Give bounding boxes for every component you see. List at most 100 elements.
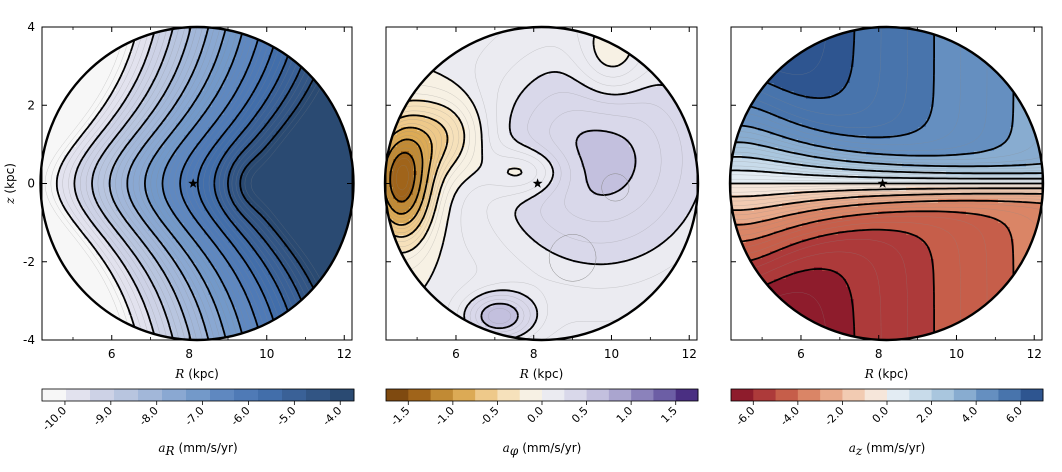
field-cell <box>730 311 855 316</box>
field-cell <box>782 135 867 140</box>
colorbar-segment <box>138 389 163 401</box>
colorbar-segment <box>631 389 654 401</box>
colorbar-tick-label: 0.5 <box>569 404 591 426</box>
field-cell <box>208 131 225 136</box>
field-cell <box>144 143 165 148</box>
field-cell <box>465 127 482 132</box>
x-tick-label: 10 <box>949 347 964 361</box>
field-cell <box>441 255 562 260</box>
x-tick-label: 8 <box>530 347 538 361</box>
colorbar-tick-label: -1.5 <box>388 404 412 428</box>
field-cell <box>100 203 117 208</box>
field-cell <box>425 99 474 104</box>
field-cell <box>184 199 201 204</box>
field-cell <box>160 63 181 68</box>
field-cell <box>429 135 450 140</box>
field-cell <box>164 51 185 56</box>
field-cell <box>312 327 329 332</box>
field-cell <box>232 195 245 200</box>
field-cell <box>128 223 149 228</box>
field-cell <box>152 323 169 328</box>
field-cell <box>461 123 482 128</box>
field-cell <box>40 51 133 56</box>
field-cell <box>585 179 630 184</box>
panel-a_z: 6 8 10 12R (kpc)-6.0 -4.0 -2.0 0.0 2.0 4.0 6.0az (m… <box>728 25 1045 458</box>
field-cell <box>120 291 141 296</box>
field-cell <box>934 103 1015 108</box>
field-cell <box>296 27 313 32</box>
field-cell <box>445 147 462 152</box>
field-cell <box>866 151 975 156</box>
field-cell <box>192 151 209 156</box>
field-cell <box>469 95 518 100</box>
field-cell <box>120 259 141 264</box>
field-cell <box>449 107 478 112</box>
field-cell <box>136 255 153 260</box>
field-cell <box>786 227 1011 232</box>
field-cell <box>429 163 438 168</box>
field-cell <box>176 147 197 152</box>
field-cell <box>188 159 205 164</box>
field-cell <box>180 95 197 100</box>
field-cell <box>730 115 779 120</box>
field-cell <box>429 275 698 280</box>
field-cell <box>168 323 189 328</box>
field-cell <box>854 299 935 304</box>
field-cell <box>517 99 686 104</box>
field-cell <box>288 315 309 320</box>
field-cell <box>144 183 165 188</box>
field-cell <box>252 55 269 60</box>
field-cell <box>168 83 189 88</box>
field-cell <box>60 167 77 172</box>
field-cell <box>854 43 935 48</box>
field-cell <box>268 303 285 308</box>
field-cell <box>40 291 121 296</box>
field-cell <box>296 331 313 336</box>
field-cell <box>260 255 277 260</box>
field-cell <box>92 243 109 248</box>
field-cell <box>441 103 474 108</box>
field-cell <box>160 147 177 152</box>
field-cell <box>216 91 237 96</box>
field-cell <box>120 103 141 108</box>
contour-thin <box>385 131 429 222</box>
field-cell <box>148 315 169 320</box>
field-cell <box>413 231 426 236</box>
field-cell <box>188 31 209 36</box>
field-cell <box>40 159 65 164</box>
field-cell <box>224 79 241 84</box>
field-cell <box>200 311 221 316</box>
field-cell <box>794 271 839 276</box>
field-cell <box>40 127 89 132</box>
field-cell <box>240 155 257 160</box>
field-cell <box>758 107 931 112</box>
field-cell <box>417 143 434 148</box>
field-cell <box>389 215 414 220</box>
field-cell <box>88 239 109 244</box>
field-cell <box>421 219 434 224</box>
field-cell <box>288 115 354 120</box>
field-cell <box>104 151 121 156</box>
field-cell <box>730 71 851 76</box>
field-cell <box>537 315 698 320</box>
field-cell <box>232 299 249 304</box>
field-cell <box>216 167 233 172</box>
colorbar-tick-label: -9.0 <box>91 404 115 428</box>
field-cell <box>172 131 189 136</box>
field-cell <box>320 303 354 308</box>
field-cell <box>561 255 638 260</box>
field-cell <box>846 279 935 284</box>
contour-thin <box>730 174 1043 181</box>
field-cell <box>814 143 1003 148</box>
field-cell <box>385 323 466 328</box>
field-cell <box>288 271 305 276</box>
field-cell <box>176 151 193 156</box>
field-cell <box>312 31 333 36</box>
field-cell <box>276 323 293 328</box>
field-cell <box>445 231 526 236</box>
field-cell <box>240 323 257 328</box>
field-cell <box>437 263 698 268</box>
field-cell <box>152 319 169 324</box>
field-cell <box>40 83 117 88</box>
field-cell <box>124 71 141 76</box>
